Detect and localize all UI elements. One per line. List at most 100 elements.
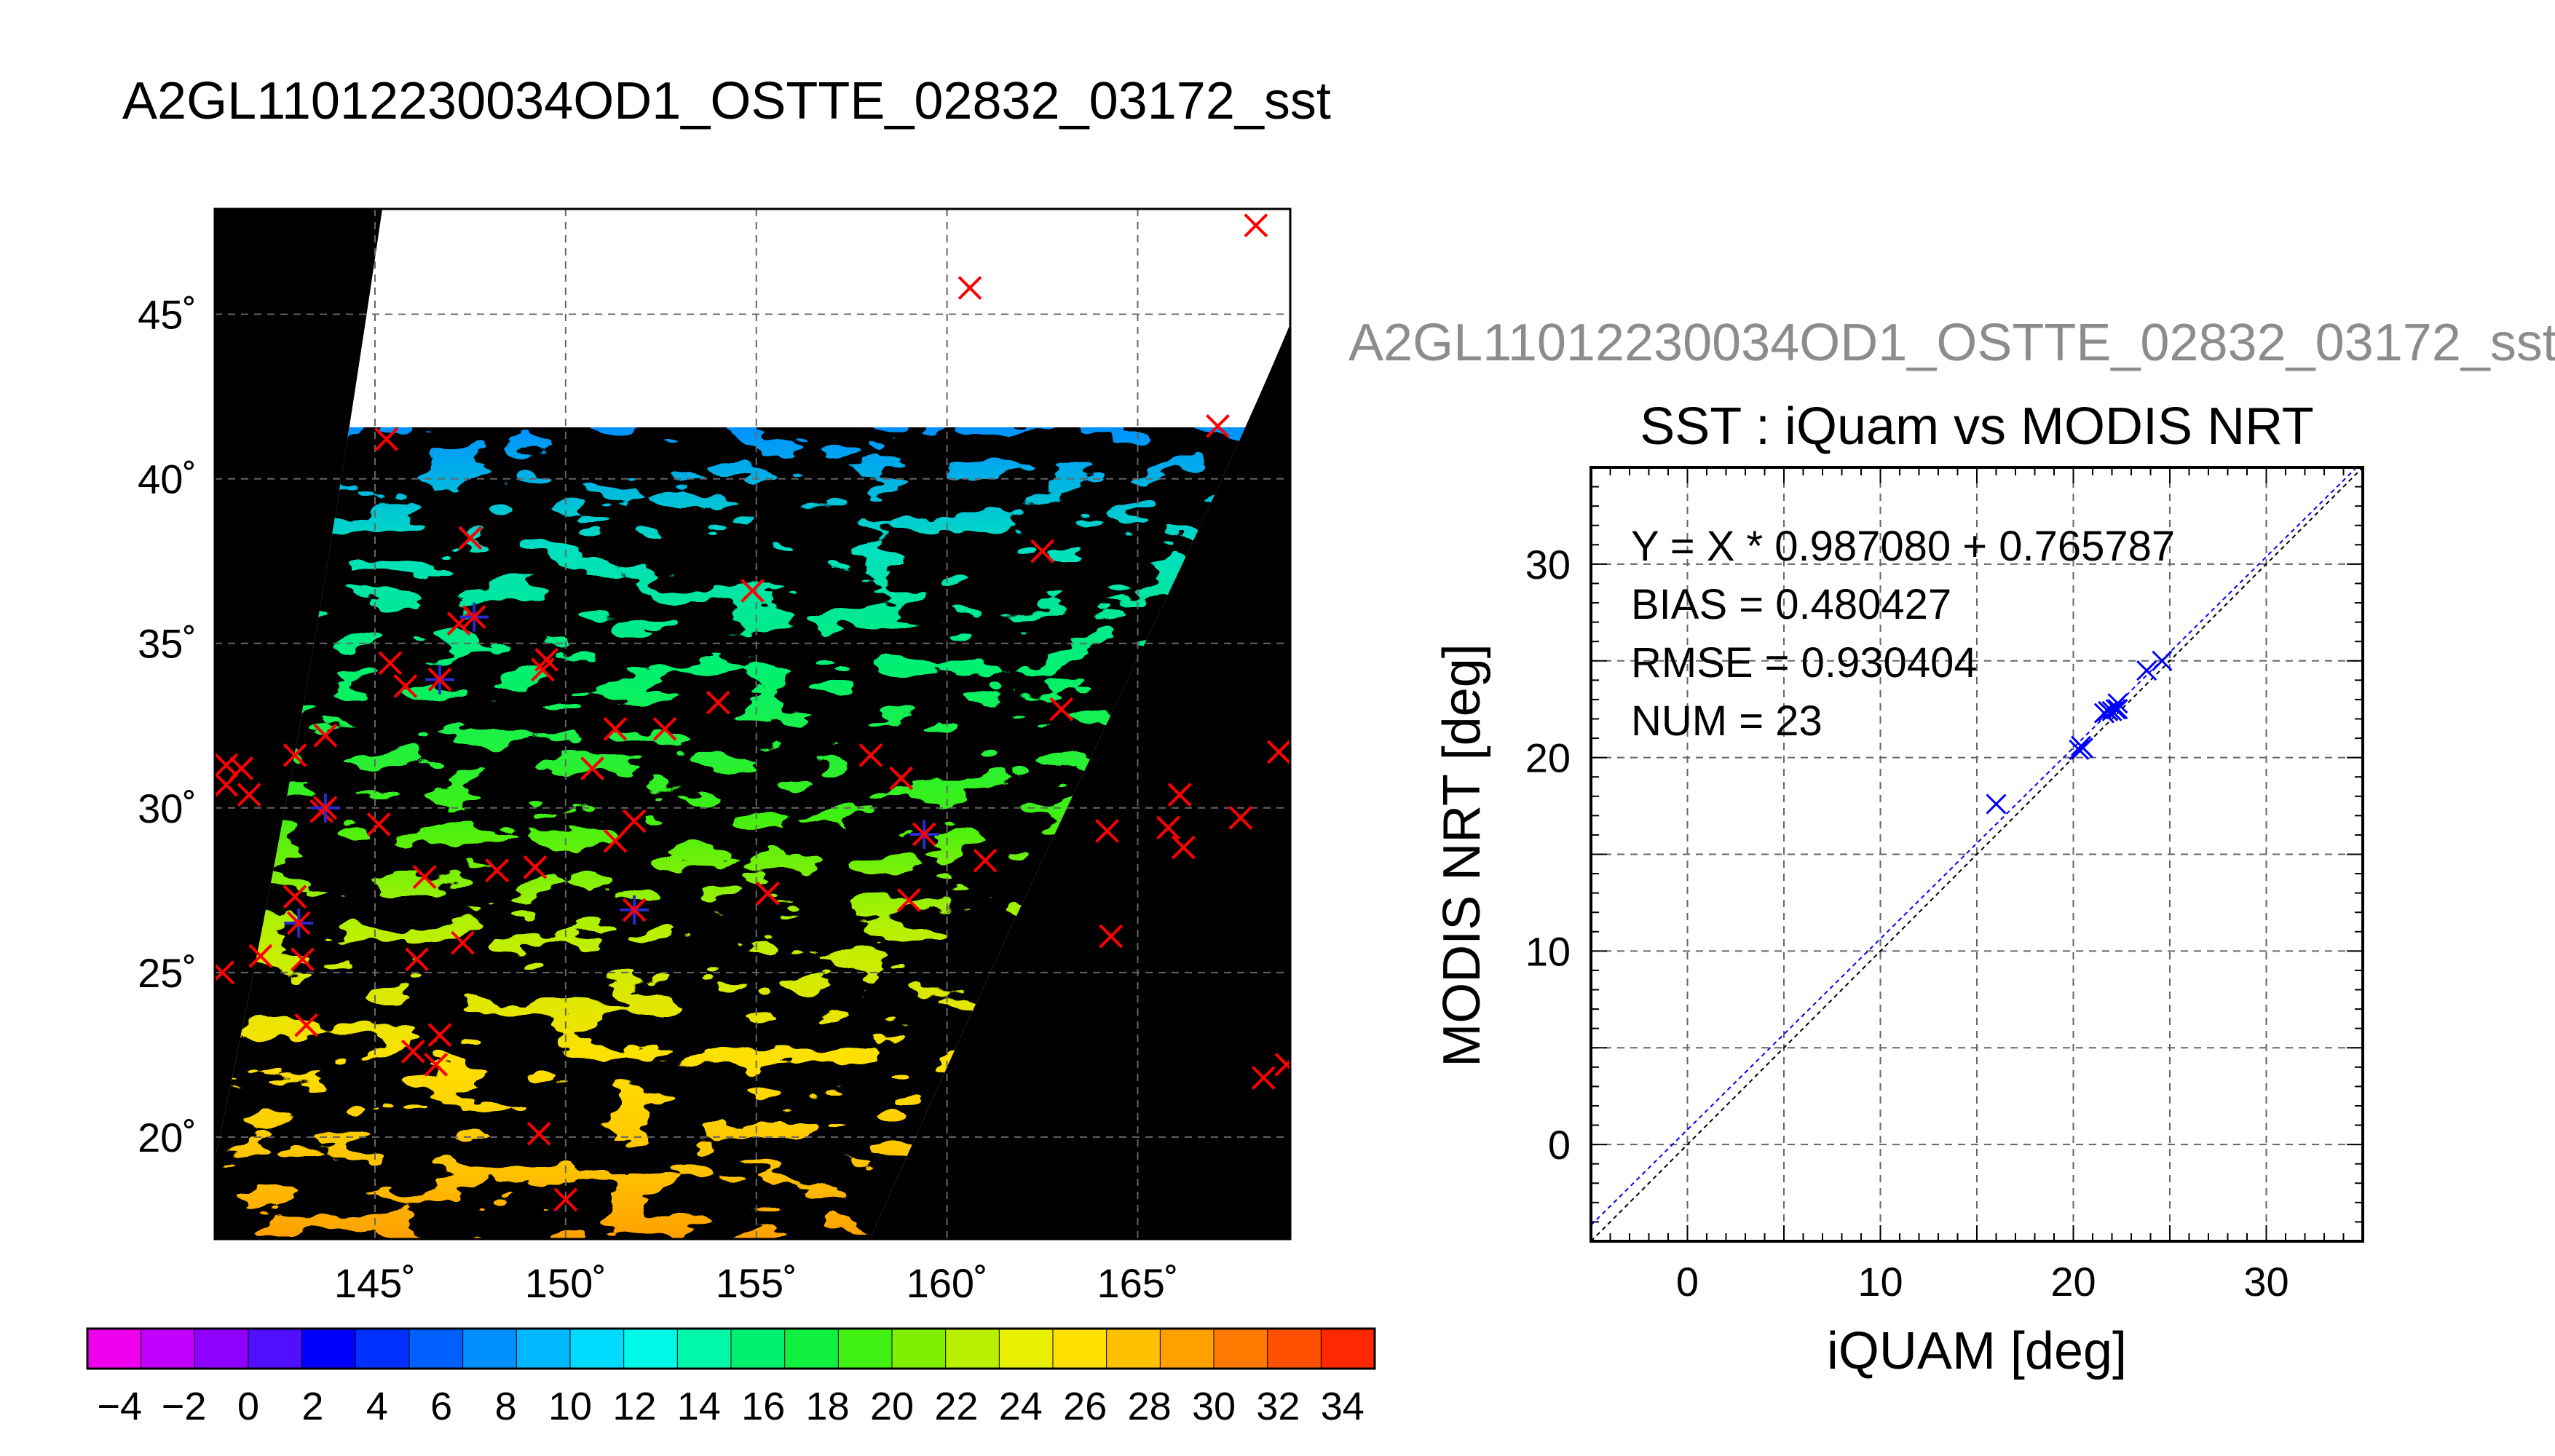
sst-map-chart: 145˚ 150˚ 155˚ 160˚ 165˚ 20˚ 25˚ 30˚ 35˚ 40˚ 45˚ <box>138 207 1292 1306</box>
map-frame <box>213 207 1292 1241</box>
insitu-marker <box>291 947 315 972</box>
insitu-marker <box>756 881 780 906</box>
insitu-marker <box>366 812 391 836</box>
scatter-grid <box>1591 467 2363 1241</box>
scatter-minor-ticks <box>1590 467 2364 1242</box>
map-lon-tick-label: 155˚ <box>716 1260 797 1306</box>
insitu-marker <box>1266 740 1290 764</box>
map-lon-tick-label: 165˚ <box>1097 1260 1178 1306</box>
matchup-marker <box>425 665 455 695</box>
insitu-marker <box>1167 783 1192 807</box>
insitu-marker <box>741 578 765 603</box>
map-grid <box>215 209 1290 1239</box>
insitu-marker <box>237 783 261 807</box>
insitu-marker <box>1206 414 1230 438</box>
insitu-marker <box>1156 815 1180 840</box>
scatter-point <box>2093 703 2114 724</box>
insitu-marker <box>283 885 307 909</box>
insitu-marker <box>1030 539 1054 563</box>
insitu-marker <box>1274 1052 1290 1077</box>
insitu-marker <box>526 1121 551 1146</box>
scatter-point <box>2107 699 2128 720</box>
scatter-stat-line: Y = X * 0.987080 + 0.765787 <box>1631 523 2175 570</box>
scatter-x-tick-label: 30 <box>2243 1259 2289 1305</box>
insitu-marker <box>1228 805 1253 830</box>
insitu-marker <box>313 723 338 748</box>
one-to-one-line <box>1590 467 2364 1242</box>
insitu-marker <box>603 828 628 853</box>
insitu-marker <box>248 943 273 968</box>
map-lat-tick-label: 20˚ <box>138 1115 197 1160</box>
insitu-marker <box>553 1187 578 1212</box>
map-tick-labels: 145˚ 150˚ 155˚ 160˚ 165˚ 20˚ 25˚ 30˚ 35˚ 40˚ 45˚ <box>138 292 1178 1306</box>
insitu-marker <box>652 716 677 741</box>
insitu-marker <box>424 1052 449 1077</box>
scatter-point <box>2072 737 2093 759</box>
scatter-y-tick-label: 10 <box>1525 928 1571 974</box>
insitu-marker <box>706 690 730 715</box>
scatter-point <box>2071 735 2092 756</box>
scatter-point <box>2105 699 2126 720</box>
scatter-title: SST : iQuam vs MODIS NRT <box>1640 397 2314 456</box>
insitu-marker <box>858 743 883 767</box>
scatter-x-tick-label: 20 <box>2050 1259 2096 1305</box>
matchup-marker <box>310 793 340 823</box>
matchup-marker <box>620 895 649 925</box>
insitu-marker <box>1099 924 1124 949</box>
matchup-marker <box>284 909 314 938</box>
insitu-marker <box>523 855 548 879</box>
insitu-marker <box>603 716 628 741</box>
matchup-marker <box>459 602 489 632</box>
insitu-marker <box>374 427 399 451</box>
insitu-marker <box>1171 835 1196 860</box>
map-lat-tick-label: 45˚ <box>138 292 197 338</box>
scatter-point <box>1986 794 2007 815</box>
scatter-point <box>2101 700 2122 721</box>
insitu-marker <box>215 772 239 797</box>
regression-line <box>1590 467 2358 1226</box>
map-markers <box>215 213 1290 1212</box>
scatter-y-tick-label: 30 <box>1525 542 1571 587</box>
insitu-marker <box>451 930 475 955</box>
insitu-marker <box>1095 819 1120 843</box>
map-lon-tick-label: 145˚ <box>334 1260 416 1306</box>
insitu-marker <box>896 887 921 912</box>
insitu-marker <box>405 947 430 972</box>
scatter-x-tick-label: 10 <box>1857 1259 1903 1305</box>
insitu-marker <box>412 865 437 890</box>
insitu-marker <box>485 858 509 883</box>
scatter-point <box>2136 660 2157 681</box>
scatter-y-axis-label: MODIS NRT [deg] <box>1433 644 1491 1067</box>
insitu-marker <box>378 651 403 676</box>
scatter-point <box>2152 650 2173 671</box>
insitu-marker <box>531 657 555 682</box>
scatter-y-tick-label: 0 <box>1548 1122 1571 1168</box>
scatter-stat-line: BIAS = 0.480427 <box>1631 581 1951 628</box>
map-lon-tick-label: 150˚ <box>525 1260 607 1306</box>
scatter-stat-line: NUM = 23 <box>1631 697 1823 745</box>
insitu-marker <box>427 1023 452 1048</box>
scatter-y-tick-label: 20 <box>1525 735 1571 781</box>
map-lon-tick-label: 160˚ <box>907 1260 988 1306</box>
scatter-x-axis-label: iQUAM [deg] <box>1827 1322 2127 1380</box>
scatter-stat-line: RMSE = 0.930404 <box>1631 639 1978 687</box>
map-lat-tick-label: 30˚ <box>138 786 197 831</box>
insitu-marker <box>889 766 914 791</box>
page-title: A2GL11012230034OD1_OSTTE_02832_03172_sst <box>122 72 1331 130</box>
map-lat-tick-label: 25˚ <box>138 950 197 996</box>
scatter-point <box>2107 693 2128 714</box>
map-lat-tick-label: 35˚ <box>138 621 197 667</box>
scatter-point <box>2098 700 2119 721</box>
matchup-marker <box>909 819 939 849</box>
insitu-marker <box>580 756 604 780</box>
insitu-marker <box>215 753 239 778</box>
insitu-marker <box>283 743 307 767</box>
scatter-point <box>2069 739 2090 761</box>
map-lat-tick-label: 40˚ <box>138 456 197 502</box>
insitu-marker <box>1244 213 1268 238</box>
insitu-marker <box>957 276 982 300</box>
insitu-marker <box>1049 697 1074 721</box>
insitu-marker <box>294 1013 319 1037</box>
insitu-marker <box>393 674 418 698</box>
insitu-marker <box>622 809 647 834</box>
